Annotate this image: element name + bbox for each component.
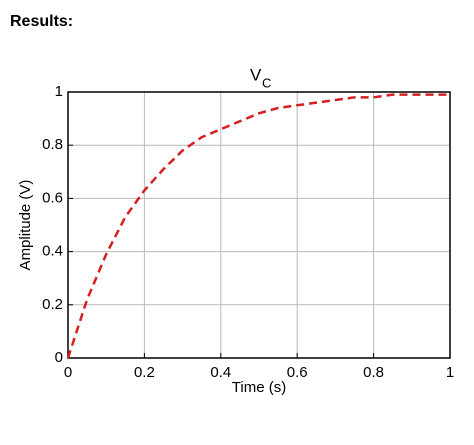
y-tick-label: 0.6 [42,189,63,206]
x-tick-label: 0.8 [363,364,384,381]
heading: Results: [10,13,73,30]
x-axis-label: Time (s) [232,379,286,396]
y-tick-label: 1 [55,83,63,100]
x-tick-label: 0.2 [134,364,155,381]
x-tick-label: 1 [446,364,454,381]
y-tick-label: 0.8 [42,136,63,153]
chart-title-subscript: C [262,75,271,90]
chart-title: V [250,65,262,84]
y-tick-label: 0.2 [42,296,63,313]
x-tick-label: 0 [64,364,72,381]
y-tick-label: 0.4 [42,243,63,260]
y-tick-label: 0 [55,349,63,366]
plot-frame [67,91,451,359]
x-tick-label: 0.4 [210,364,231,381]
x-tick-label: 0.6 [287,364,308,381]
data-line [66,93,450,359]
y-axis-label: Amplitude (V) [17,180,34,271]
